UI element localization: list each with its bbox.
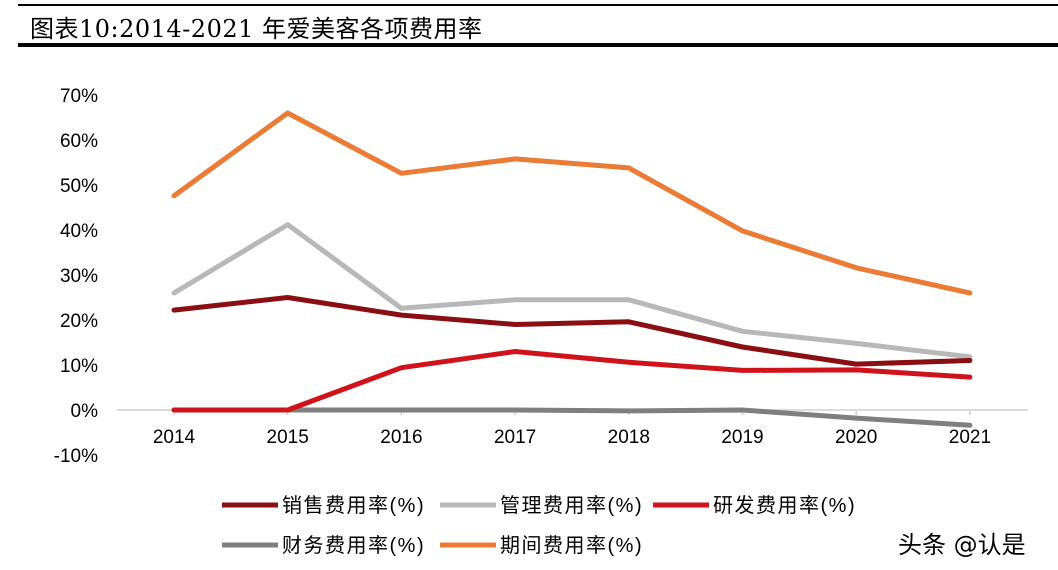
figure-header: 图表10:2014-2021 年爱美客各项费用率 xyxy=(0,0,1058,47)
series-line-1 xyxy=(171,222,973,360)
series-line-2 xyxy=(171,349,973,413)
y-tick-label: 10% xyxy=(60,356,98,377)
legend-label: 销售费用率(%) xyxy=(282,494,425,517)
x-tick-label: 2019 xyxy=(721,427,763,448)
x-tick-label: 2018 xyxy=(608,427,650,448)
legend-label: 研发费用率(%) xyxy=(713,494,856,517)
y-tick-label: 60% xyxy=(60,131,98,152)
watermark-text: 头条 @认是 xyxy=(898,531,1026,559)
legend-label: 财务费用率(%) xyxy=(282,534,425,557)
x-tick-label: 2016 xyxy=(380,427,422,448)
y-axis: -10% 0% 10% 20% 30% 40% 50% 60% 70% xyxy=(54,86,98,467)
x-tick-label: 2021 xyxy=(949,427,991,448)
series-line-4 xyxy=(171,110,973,296)
y-tick-label: 50% xyxy=(60,176,98,197)
header-top-rule xyxy=(18,4,1058,6)
series-lines xyxy=(171,110,973,428)
series-line-3 xyxy=(171,407,973,428)
y-tick-label: 70% xyxy=(60,86,98,107)
y-tick-label: 40% xyxy=(60,221,98,242)
y-tick-label: 0% xyxy=(71,401,99,422)
legend-label: 期间费用率(%) xyxy=(500,534,643,557)
legend-label: 管理费用率(%) xyxy=(500,494,643,517)
x-tick-label: 2014 xyxy=(153,427,196,448)
figure-title: 图表10:2014-2021 年爱美客各项费用率 xyxy=(30,15,483,43)
legend: 销售费用率(%) 管理费用率(%) 研发费用率(%) 财务费用率(%) 期间费用率(%) xyxy=(222,494,856,557)
y-tick-label: -10% xyxy=(54,446,98,467)
x-tick-label: 2015 xyxy=(267,427,309,448)
header-bottom-rule xyxy=(18,43,1058,47)
series-line-0 xyxy=(171,295,973,367)
y-tick-label: 30% xyxy=(60,266,98,287)
y-tick-label: 20% xyxy=(60,311,98,332)
x-axis: 2014 2015 2016 2017 2018 2019 2020 2021 xyxy=(117,409,1028,448)
x-tick-label: 2017 xyxy=(494,427,536,448)
x-tick-label: 2020 xyxy=(835,427,877,448)
